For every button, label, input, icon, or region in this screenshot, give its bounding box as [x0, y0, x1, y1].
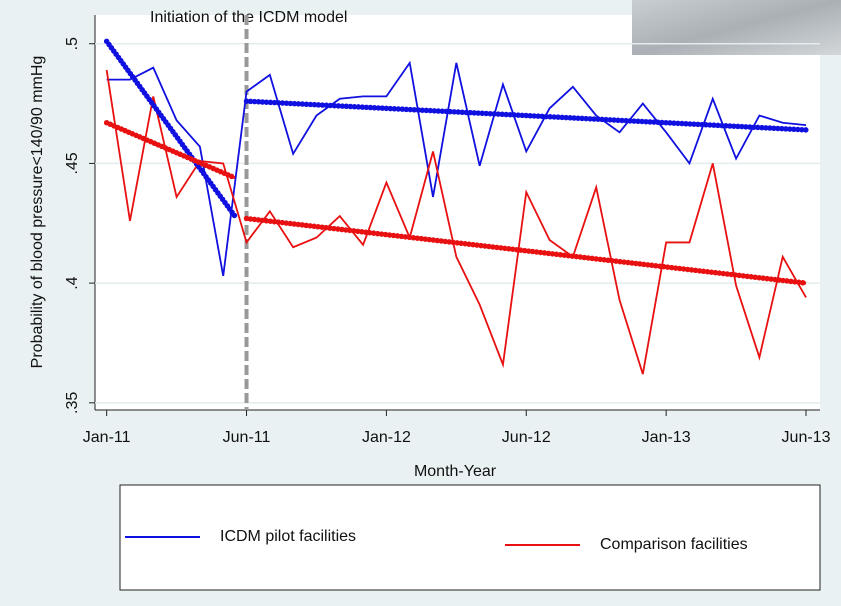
chart: Initiation of the ICDM model Month-Year …: [0, 0, 841, 606]
x-tick-label: Jan-11: [83, 429, 131, 446]
page: Initiation of the ICDM model Month-Year …: [0, 0, 841, 606]
image-fragment: [632, 0, 841, 55]
x-axis-title: Month-Year: [414, 463, 497, 480]
x-tick-label: Jun-12: [502, 429, 551, 446]
y-tick-label: .4: [64, 276, 81, 289]
y-axis-title: Probability of blood pressure<140/90 mmH…: [29, 56, 46, 369]
legend-label: ICDM pilot facilities: [220, 528, 356, 545]
annotation: Initiation of the ICDM model: [150, 9, 347, 26]
x-tick-label: Jan-13: [642, 429, 691, 446]
x-tick-label: Jun-13: [782, 429, 831, 446]
x-tick-label: Jan-12: [362, 429, 411, 446]
x-tick-label: Jun-11: [223, 429, 271, 446]
legend-label: Comparison facilities: [600, 536, 748, 553]
y-tick-label: .5: [64, 37, 81, 50]
y-tick-label: .35: [64, 392, 81, 414]
plot-area: [95, 15, 820, 410]
y-tick-label: .45: [64, 152, 81, 174]
